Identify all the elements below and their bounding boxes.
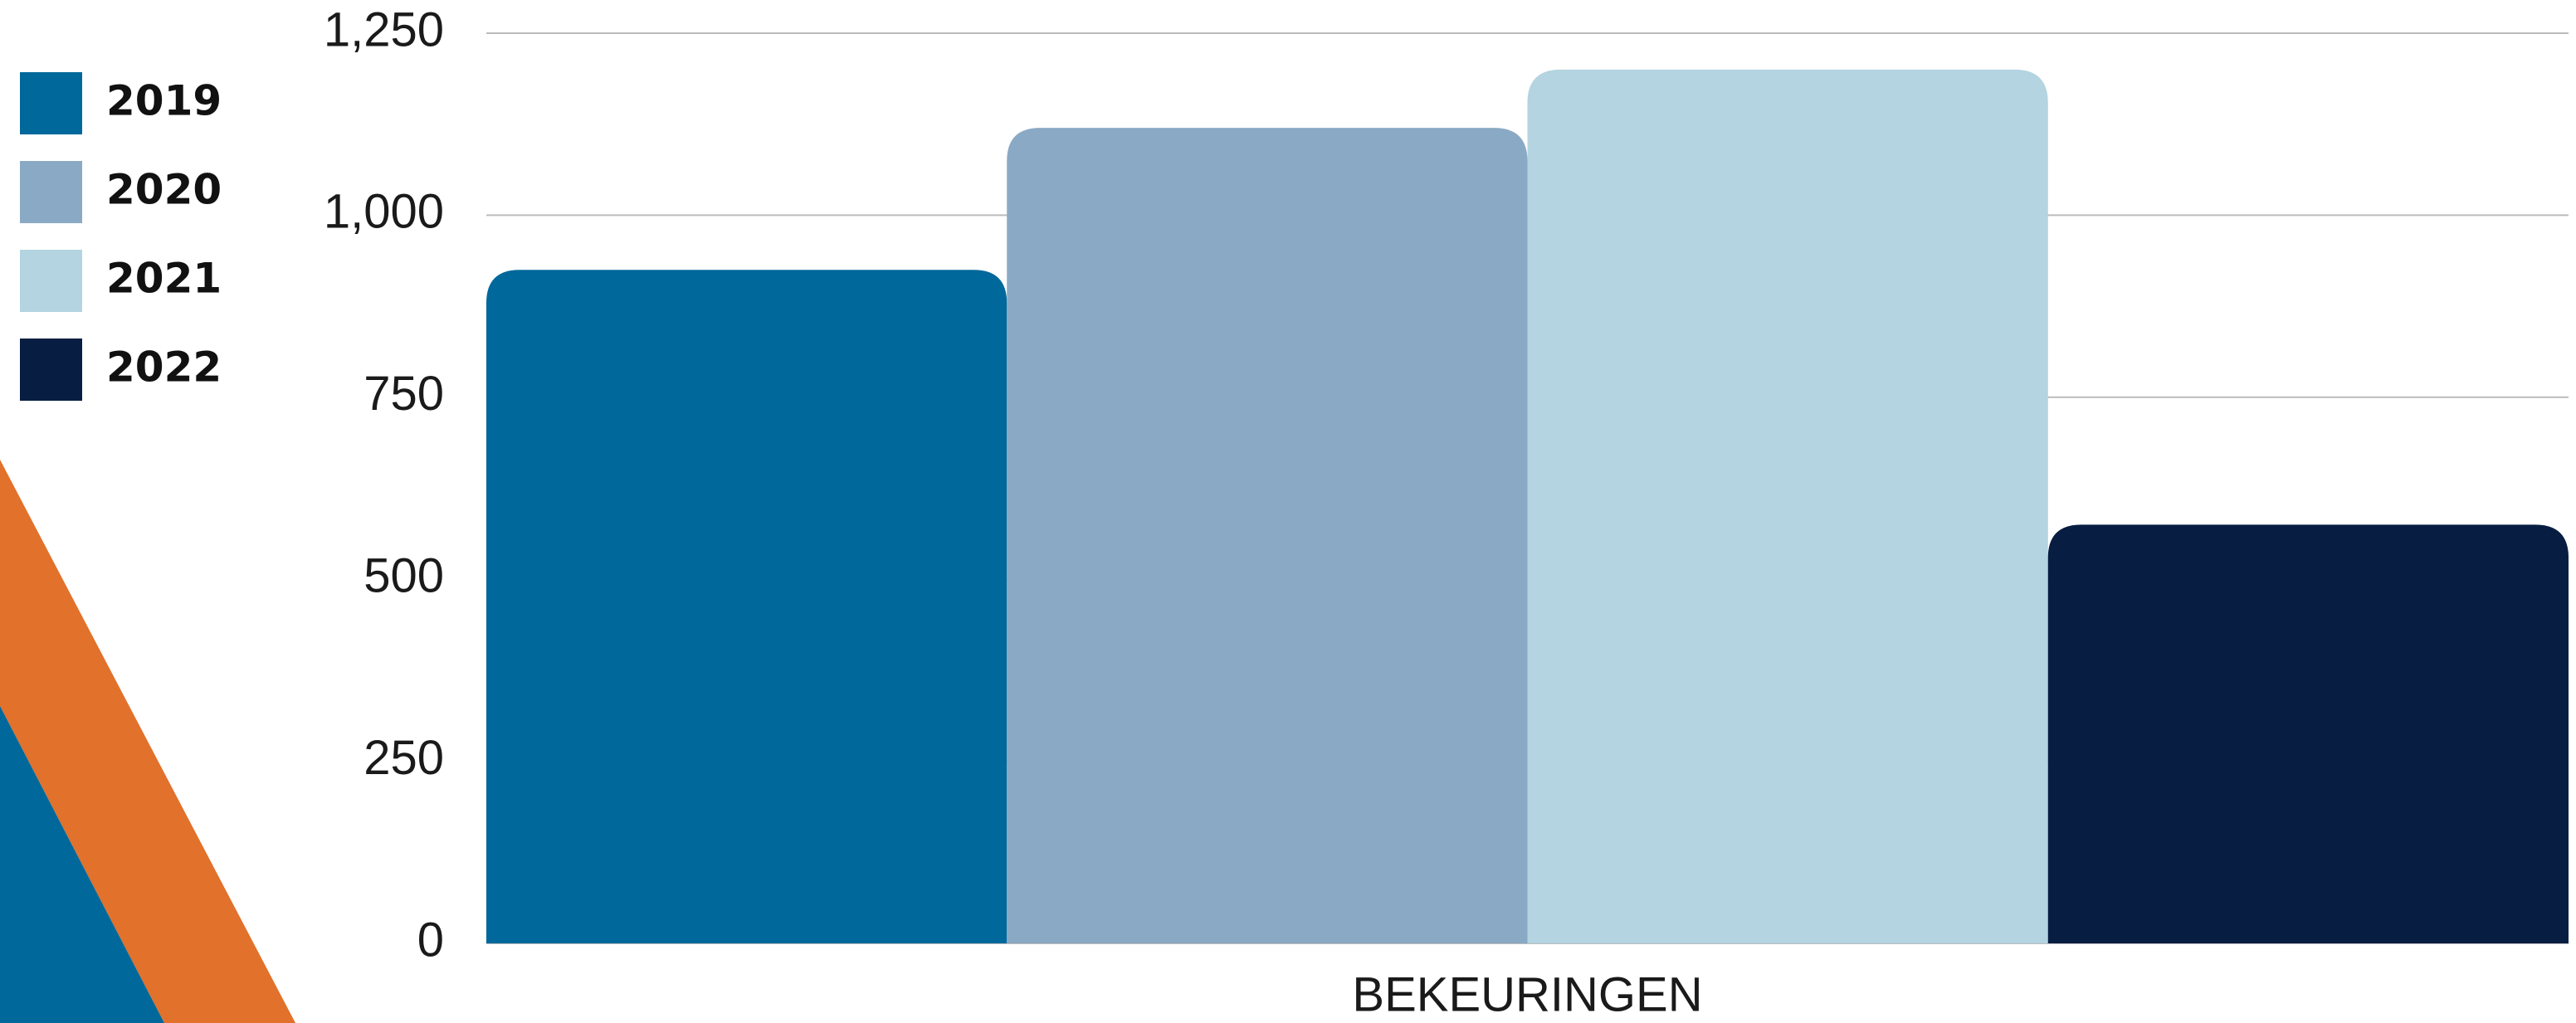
decor-orange	[0, 460, 295, 1023]
y-tick-label: 500	[363, 549, 444, 603]
bar	[1007, 128, 1528, 943]
bar	[2047, 524, 2569, 943]
y-tick-label: 750	[363, 367, 444, 421]
y-tick-label: 0	[417, 913, 444, 967]
legend-label: 2021	[106, 255, 222, 303]
legend-label: 2022	[106, 343, 222, 392]
bar	[1527, 69, 2048, 943]
y-tick-label: 250	[363, 731, 444, 785]
legend-swatch	[20, 72, 82, 134]
y-tick-label: 1,000	[324, 185, 444, 239]
legend-label: 2020	[106, 166, 222, 214]
legend-swatch	[20, 250, 82, 312]
legend-swatch	[20, 339, 82, 401]
decor-blue	[0, 706, 164, 1023]
legend-label: 2019	[106, 77, 222, 125]
bar	[486, 270, 1007, 944]
y-tick-label: 1,250	[324, 2, 444, 56]
x-tick-label: BEKEURINGEN	[1352, 967, 1702, 1021]
legend-swatch	[20, 161, 82, 223]
